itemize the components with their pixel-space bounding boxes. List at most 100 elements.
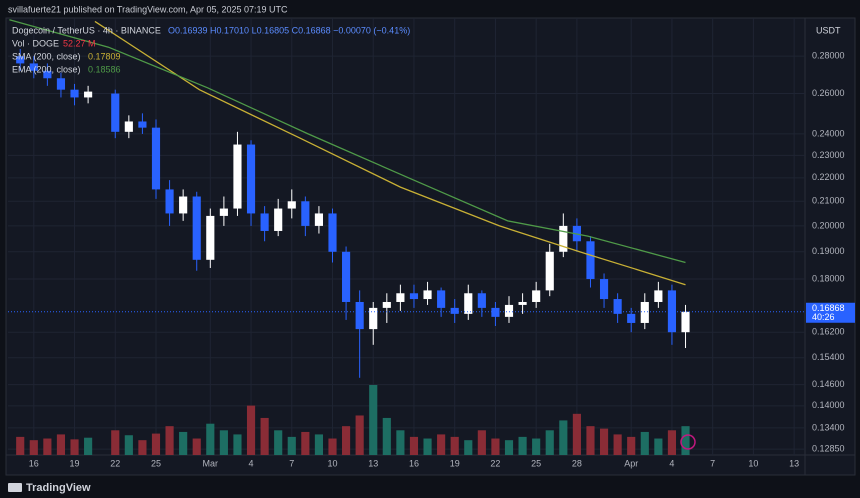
volume-bar — [409, 436, 419, 455]
candle-body — [260, 213, 269, 231]
candle-body — [328, 213, 337, 252]
candle-body — [599, 279, 609, 300]
chart-frame — [5, 17, 856, 476]
y-tick-label: 0.23000 — [812, 150, 845, 160]
x-tick-label: 13 — [368, 458, 378, 468]
candle-body — [233, 144, 242, 209]
volume-bar — [206, 423, 215, 455]
candle-body — [491, 307, 500, 317]
candle-body — [301, 201, 310, 226]
volume-bar — [396, 430, 405, 455]
y-tick-label: 0.15400 — [812, 352, 845, 362]
volume-bar — [437, 434, 446, 455]
volume-bar — [627, 436, 636, 455]
volume-bar — [70, 439, 79, 455]
ma-line — [94, 20, 686, 286]
volume-bar — [572, 413, 581, 455]
candle-body — [396, 293, 405, 302]
volume-bar — [518, 436, 527, 455]
candle-body — [504, 304, 514, 317]
y-tick-label: 0.14600 — [812, 379, 845, 389]
y-tick-label: 0.21000 — [812, 196, 845, 206]
volume-bar — [491, 438, 500, 455]
indicator-name: EMA (200, close) — [12, 64, 81, 74]
y-tick-label: 0.18000 — [812, 273, 845, 283]
y-tick-label: 0.26000 — [812, 88, 845, 98]
volume-bar — [640, 431, 649, 455]
volume-bar — [586, 426, 595, 455]
candle-body — [165, 189, 174, 214]
volume-bar — [111, 430, 120, 455]
x-tick-label: 10 — [327, 458, 337, 468]
header: svillafuerte21 published on TradingView.… — [8, 4, 288, 14]
candle-body — [29, 63, 38, 71]
candle-body — [16, 56, 25, 64]
volume-bar — [559, 420, 568, 455]
volume-bar — [504, 440, 514, 455]
volume-bar — [342, 426, 351, 455]
candle-body — [640, 301, 649, 323]
volume-bar — [599, 428, 609, 455]
candle-body — [437, 290, 446, 308]
volume-bar — [84, 437, 93, 455]
x-tick-label: 13 — [789, 458, 799, 468]
volume-bar — [233, 434, 242, 455]
volume-bar — [124, 435, 133, 455]
candle-body — [206, 215, 215, 260]
x-tick-label: 19 — [70, 458, 80, 468]
logo: TradingView — [8, 482, 91, 494]
volume-bar — [287, 436, 296, 455]
volume-bar — [138, 440, 147, 455]
candle-body — [518, 301, 527, 305]
x-tick-label: 22 — [490, 458, 500, 468]
x-tick-label: 7 — [289, 458, 294, 468]
candle-body — [369, 307, 378, 330]
volume-bar — [355, 415, 364, 455]
volume-bar — [260, 417, 269, 455]
y-tick-label: 0.14000 — [812, 400, 845, 410]
volume-bar — [423, 438, 432, 455]
y-tick-label: 0.22000 — [812, 172, 845, 182]
symbol: Dogecoin / TetherUS · 4h · BINANCE — [12, 25, 161, 35]
volume-bar — [192, 438, 201, 455]
volume-bar — [246, 405, 256, 455]
x-tick-label: 22 — [110, 458, 120, 468]
volume-bar — [151, 433, 161, 455]
x-tick-label: 10 — [748, 458, 758, 468]
candle-body — [613, 299, 622, 314]
volume-bar — [301, 431, 310, 455]
candle-body — [124, 121, 133, 132]
y-tick-label: 0.12850 — [812, 443, 845, 453]
alert-icon[interactable] — [680, 434, 696, 450]
candle-body — [654, 290, 663, 302]
volume-bar — [16, 436, 25, 455]
x-tick-label: Apr — [624, 458, 638, 468]
volume-label: Vol · DOGE — [12, 38, 59, 48]
candle-body — [314, 213, 323, 226]
candle-body — [532, 290, 541, 302]
candle-body — [409, 293, 419, 300]
y-tick-label: 0.13400 — [812, 422, 845, 432]
plot — [8, 18, 805, 455]
candle-body — [681, 311, 690, 333]
candle-body — [342, 251, 351, 302]
indicator-value: 0.18586 — [88, 64, 121, 74]
volume-bar — [464, 440, 473, 455]
indicator-value: 0.17809 — [88, 51, 121, 61]
volume-bar — [43, 438, 52, 455]
candle-body — [192, 196, 201, 260]
candle-body — [627, 313, 636, 323]
x-tick-label: 25 — [531, 458, 541, 468]
x-tick-label: 28 — [572, 458, 582, 468]
candle-body — [274, 208, 283, 231]
volume-bar — [382, 417, 391, 455]
y-tick-label: 0.28000 — [812, 51, 845, 61]
volume-bar — [369, 385, 378, 455]
volume-bar — [667, 430, 677, 455]
volume-bar — [274, 430, 283, 455]
volume-bar — [314, 434, 323, 455]
candle-body — [70, 89, 79, 98]
price-tag-value: 0.16868 — [812, 303, 845, 313]
x-tick-label: 16 — [29, 458, 39, 468]
volume-bar — [165, 426, 174, 455]
